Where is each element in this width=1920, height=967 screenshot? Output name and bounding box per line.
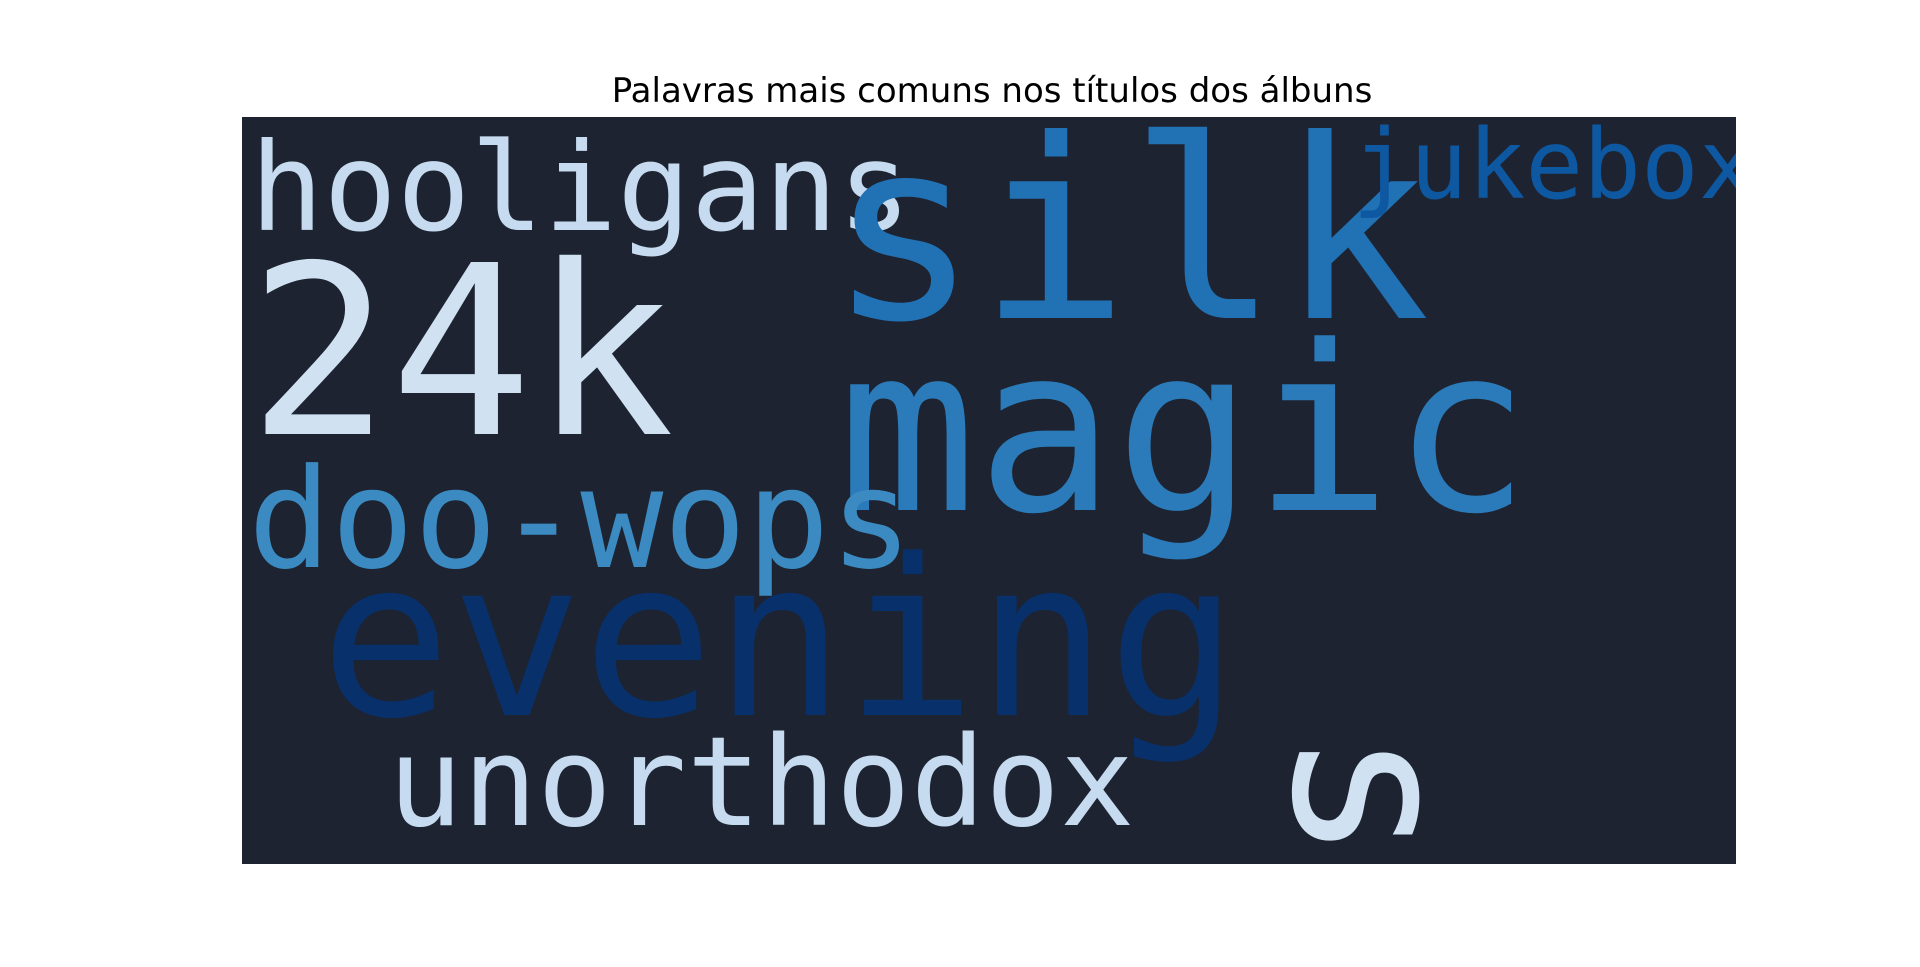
word-unorthodox: unorthodox bbox=[388, 711, 1135, 855]
word-sonic: sonic bbox=[1242, 729, 1500, 864]
word-jukebox: jukebox bbox=[1352, 117, 1736, 221]
word-doo-wops: doo-wops bbox=[248, 439, 913, 600]
word-silk: silk bbox=[828, 117, 1431, 377]
word-24k: 24k bbox=[248, 215, 675, 490]
word-evening: evening bbox=[320, 514, 1239, 767]
chart-title: Palavras mais comuns nos títulos dos álb… bbox=[611, 71, 1373, 111]
word-cloud-panel: hooligans silk jukebox 24k magic doo-wop… bbox=[242, 117, 1736, 864]
word-magic: magic bbox=[838, 298, 1531, 565]
word-hooligans: hooligans bbox=[250, 117, 912, 259]
